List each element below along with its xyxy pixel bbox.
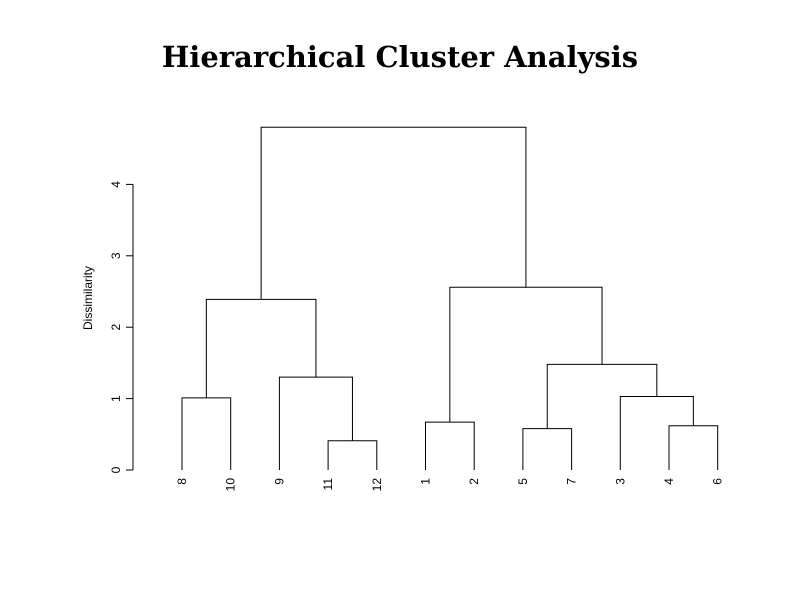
leaf-label: 3: [613, 478, 627, 485]
y-tick-label: 3: [109, 252, 123, 259]
leaf-label: 12: [370, 478, 384, 492]
leaf-label: 6: [711, 478, 725, 485]
dendrogram-link: [278, 376, 353, 470]
dendrogram-link: [668, 425, 719, 470]
leaf-label: 8: [175, 478, 189, 485]
leaf-label: 1: [419, 478, 433, 485]
dendrogram-link: [425, 421, 475, 470]
leaf-label: 5: [516, 478, 530, 485]
dendrogram-link: [205, 298, 317, 398]
leaf-label: 11: [321, 478, 335, 491]
y-axis-label: Dissimilarity: [81, 266, 95, 330]
leaf-label: 10: [224, 478, 238, 492]
dendrogram-link: [522, 428, 573, 470]
dendrogram-links: [181, 126, 719, 470]
y-tick-label: 1: [109, 395, 123, 402]
dendrogram-link: [327, 440, 378, 470]
dendrogram-link: [449, 286, 603, 423]
y-axis: 0 1 2 3 4: [109, 181, 134, 473]
dendrogram-link: [260, 126, 527, 300]
leaf-label: 7: [565, 478, 579, 485]
leaf-label: 9: [272, 478, 286, 485]
dendrogram-link: [181, 397, 232, 470]
y-tick-label: 4: [109, 181, 123, 188]
y-tick-label: 0: [109, 466, 123, 473]
chart-title: Hierarchical Cluster Analysis: [161, 40, 639, 74]
y-tick-label: 2: [109, 324, 123, 331]
leaf-label: 2: [467, 478, 481, 485]
leaf-label: 4: [662, 478, 676, 485]
dendrogram-link: [619, 395, 694, 470]
leaf-labels: 8 10 9 11 12 1 2 5 7 3 4 6: [175, 478, 725, 492]
